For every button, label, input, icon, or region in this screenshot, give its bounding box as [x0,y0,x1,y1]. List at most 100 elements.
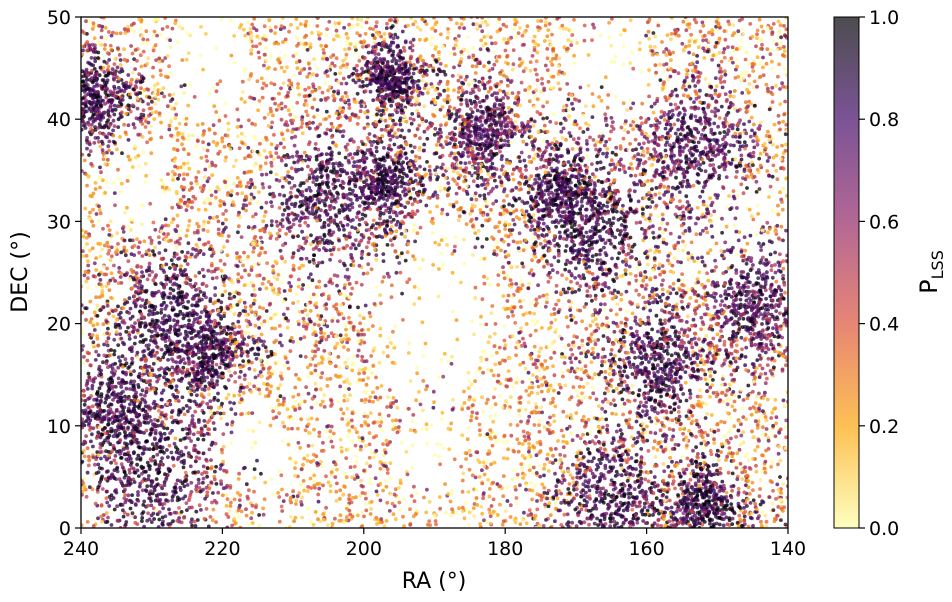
galaxy-point [527,271,532,276]
galaxy-point [488,282,492,287]
galaxy-point [368,395,373,399]
galaxy-point [686,257,691,262]
galaxy-point [395,35,400,40]
galaxy-point [421,408,425,413]
galaxy-point [627,417,632,422]
galaxy-point [718,294,723,298]
galaxy-point [333,364,338,369]
galaxy-point [345,244,349,248]
galaxy-point [333,516,337,521]
galaxy-point [576,457,581,462]
galaxy-point [476,229,481,233]
galaxy-point [195,393,199,398]
galaxy-point [214,500,219,505]
galaxy-point [774,83,778,88]
galaxy-point [303,220,308,225]
galaxy-point [277,519,282,524]
galaxy-point [764,61,769,66]
galaxy-point [317,434,322,438]
galaxy-point [141,49,146,54]
galaxy-point [773,406,778,411]
galaxy-point [389,18,394,22]
galaxy-point [154,477,159,481]
galaxy-point [305,453,310,458]
galaxy-point [549,263,554,268]
galaxy-point [719,80,723,85]
galaxy-point [295,153,299,158]
galaxy-point [205,179,210,184]
galaxy-point [161,506,166,511]
galaxy-point [537,295,542,299]
galaxy-point [546,344,551,349]
galaxy-point [487,79,492,84]
galaxy-point [185,262,190,266]
galaxy-point [213,131,217,136]
galaxy-point [305,458,310,463]
galaxy-point [181,343,185,348]
galaxy-point [489,462,493,467]
galaxy-point [581,130,586,134]
galaxy-point [177,506,181,510]
galaxy-point [742,122,746,126]
galaxy-point [243,156,247,161]
galaxy-point [659,109,664,114]
galaxy-point [616,423,621,428]
galaxy-point [406,351,411,355]
galaxy-point [425,384,429,388]
galaxy-point [517,231,522,236]
galaxy-point [294,502,298,506]
galaxy-point [157,325,162,329]
galaxy-point [196,470,201,474]
galaxy-point [751,488,755,493]
galaxy-point [312,483,317,488]
galaxy-point [91,223,96,228]
galaxy-point [135,263,140,268]
galaxy-point [499,126,504,131]
galaxy-point [605,427,609,432]
galaxy-point [112,476,117,481]
galaxy-point [212,104,217,108]
galaxy-point [678,132,683,137]
galaxy-point [520,518,525,522]
galaxy-point [130,165,135,169]
galaxy-point [722,47,727,51]
galaxy-point [567,482,572,486]
galaxy-point [366,327,371,332]
galaxy-point [553,447,558,451]
galaxy-point [586,53,591,57]
galaxy-point [686,254,691,259]
galaxy-point [564,26,569,31]
galaxy-point [168,324,173,329]
galaxy-point [601,334,606,338]
galaxy-point [205,474,210,479]
galaxy-point [92,141,97,145]
galaxy-point [488,514,493,519]
galaxy-point [395,110,399,115]
galaxy-point [550,268,555,273]
galaxy-point [101,226,105,231]
galaxy-point [720,299,724,303]
galaxy-point [381,442,385,446]
galaxy-point [277,495,282,499]
galaxy-point [516,449,521,454]
galaxy-point [103,190,107,195]
galaxy-point [647,416,652,420]
galaxy-point [651,31,656,35]
galaxy-point [551,453,555,458]
galaxy-point [623,365,628,369]
galaxy-point [157,240,162,245]
galaxy-point [430,231,435,236]
galaxy-point [139,304,143,309]
galaxy-point [324,33,329,38]
galaxy-point [346,418,350,422]
galaxy-point [728,94,733,98]
galaxy-point [160,515,165,520]
galaxy-point [763,371,768,376]
galaxy-point [387,143,392,148]
galaxy-point [541,524,546,528]
galaxy-point [667,498,672,503]
galaxy-point [92,36,97,41]
galaxy-point [459,22,464,26]
galaxy-point [388,227,393,232]
galaxy-point [345,267,350,272]
